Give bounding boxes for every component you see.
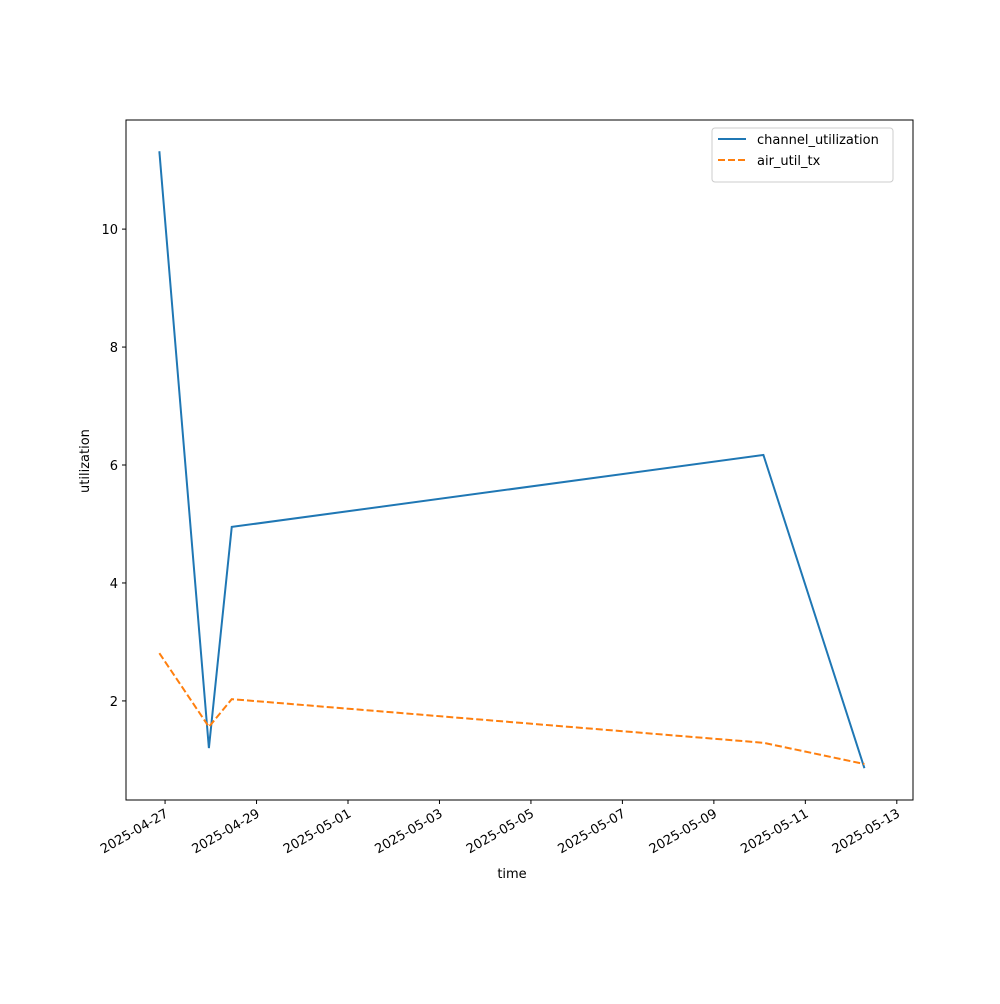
y-tick-label: 8 xyxy=(110,341,118,356)
line-series xyxy=(158,151,866,769)
line-series xyxy=(158,652,865,765)
legend-box xyxy=(711,127,894,183)
legend: channel_utilization air_util_tx xyxy=(711,127,894,183)
legend-label: air_util_tx xyxy=(757,154,821,169)
y-axis-label: utilization xyxy=(78,429,93,493)
plot-frame xyxy=(125,119,914,801)
x-axis-label: time xyxy=(497,867,526,882)
y-tick-label: 10 xyxy=(101,223,118,238)
y-tick-label: 6 xyxy=(110,459,118,474)
y-tick-label: 2 xyxy=(110,695,118,710)
legend-label: channel_utilization xyxy=(757,133,879,148)
y-tick-label: 4 xyxy=(110,577,118,592)
